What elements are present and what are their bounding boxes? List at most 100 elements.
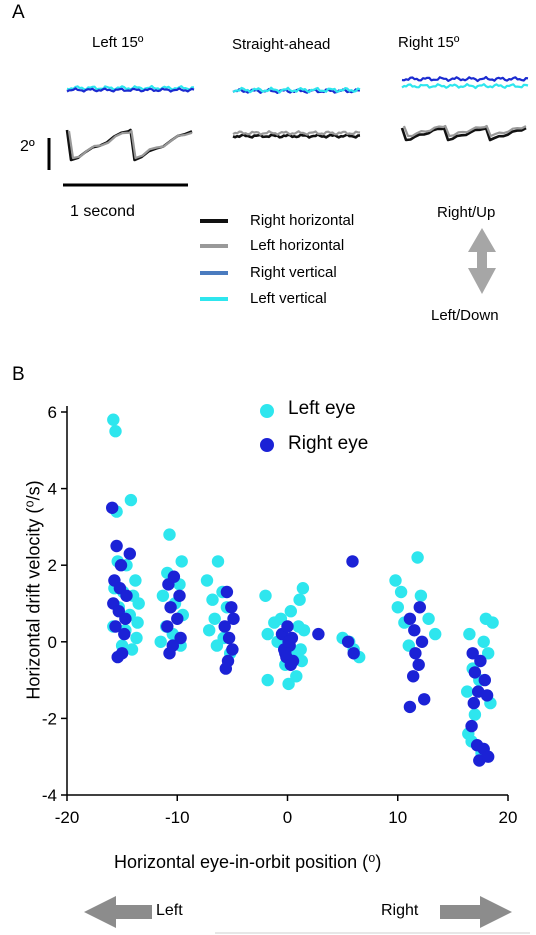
point-left-eye bbox=[429, 627, 442, 641]
point-right-eye bbox=[418, 693, 431, 706]
trace-left-horizontal-left15 bbox=[67, 129, 193, 160]
point-right-eye bbox=[106, 501, 119, 514]
right-arrow-icon bbox=[440, 896, 512, 928]
point-right-eye bbox=[163, 647, 176, 660]
point-right-eye bbox=[281, 620, 294, 633]
point-left-eye bbox=[125, 643, 139, 656]
point-left-eye bbox=[154, 635, 167, 648]
point-left-eye bbox=[130, 631, 143, 645]
point-left-eye bbox=[210, 639, 224, 652]
point-left-eye bbox=[394, 585, 408, 599]
point-right-eye bbox=[282, 635, 295, 648]
point-left-eye bbox=[131, 616, 144, 629]
legend-label-left-horizontal: Left horizontal bbox=[250, 237, 345, 254]
point-right-eye bbox=[123, 547, 136, 560]
point-left-eye bbox=[293, 593, 306, 606]
point-right-eye bbox=[409, 647, 422, 660]
point-left-eye bbox=[461, 685, 474, 698]
degree-scale-label: 2º bbox=[20, 138, 35, 155]
point-right-eye bbox=[111, 650, 124, 664]
point-left-eye bbox=[290, 670, 303, 683]
point-left-eye bbox=[200, 574, 214, 587]
trace-title-right: Right 15º bbox=[398, 34, 460, 51]
y-tick-label: 2 bbox=[48, 556, 57, 575]
point-left-eye bbox=[463, 627, 476, 641]
right-arrow-label: Right bbox=[381, 902, 419, 919]
point-left-eye bbox=[482, 647, 495, 660]
point-left-eye bbox=[297, 624, 311, 637]
x-tick-label: 20 bbox=[499, 808, 518, 827]
point-left-eye bbox=[203, 624, 216, 637]
point-right-eye bbox=[474, 654, 487, 668]
legend-marker-left-eye bbox=[260, 404, 274, 418]
legend-label-right-vertical: Right vertical bbox=[250, 264, 337, 281]
y-tick-label: -2 bbox=[42, 709, 57, 728]
point-left-eye bbox=[175, 555, 188, 568]
point-right-eye bbox=[164, 601, 177, 614]
point-right-eye bbox=[171, 612, 184, 625]
trace-title-center: Straight-ahead bbox=[232, 36, 331, 53]
y-tick-label: 4 bbox=[48, 480, 57, 499]
x-tick-label: -20 bbox=[55, 808, 80, 827]
trace-left-horizontal-straight bbox=[232, 130, 361, 136]
point-left-eye bbox=[261, 627, 274, 641]
trace-title-left: Left 15º bbox=[92, 34, 144, 51]
point-right-eye bbox=[219, 662, 232, 675]
trace-left-horizontal-right15 bbox=[402, 124, 527, 138]
point-right-eye bbox=[412, 658, 425, 671]
eye-traces bbox=[65, 75, 529, 162]
point-right-eye bbox=[119, 612, 132, 625]
trace-left-vertical-straight bbox=[232, 86, 361, 94]
chart-legend bbox=[260, 404, 274, 452]
point-left-eye bbox=[477, 635, 490, 648]
point-left-eye bbox=[124, 493, 138, 507]
point-right-eye bbox=[465, 719, 478, 733]
point-right-eye bbox=[347, 647, 360, 660]
legend-label-left-eye: Left eye bbox=[288, 398, 356, 419]
point-right-eye bbox=[408, 624, 421, 637]
x-axis-title: Horizontal eye-in-orbit position (⁰) bbox=[114, 852, 382, 872]
point-right-eye bbox=[468, 666, 482, 679]
point-right-eye bbox=[413, 601, 426, 614]
point-right-eye bbox=[480, 689, 494, 702]
point-right-eye bbox=[467, 696, 480, 710]
y-tick-label: 6 bbox=[48, 403, 57, 422]
direction-down-label: Left/Down bbox=[431, 307, 499, 324]
point-left-eye bbox=[294, 643, 307, 656]
left-arrow-label: Left bbox=[156, 902, 183, 919]
point-left-eye bbox=[296, 582, 310, 595]
trace-right-vertical-left15 bbox=[66, 87, 195, 93]
point-right-eye bbox=[173, 589, 186, 602]
direction-double-arrow bbox=[468, 228, 496, 294]
point-left-eye bbox=[208, 612, 221, 625]
direction-arrows bbox=[84, 896, 530, 934]
point-left-eye bbox=[261, 673, 274, 687]
direction-up-label: Right/Up bbox=[437, 204, 496, 221]
point-left-eye bbox=[211, 555, 225, 568]
point-right-eye bbox=[346, 555, 359, 568]
legend-marker-right-eye bbox=[260, 438, 274, 452]
x-tick-label: 10 bbox=[388, 808, 407, 827]
point-right-eye bbox=[478, 673, 491, 687]
point-right-eye bbox=[220, 585, 234, 599]
panel-a-letter: A bbox=[12, 2, 25, 23]
trace-left-vertical-right15 bbox=[401, 82, 529, 90]
y-tick-label: -4 bbox=[42, 786, 57, 805]
point-left-eye bbox=[129, 574, 142, 587]
point-left-eye bbox=[107, 413, 120, 426]
point-right-eye bbox=[312, 627, 325, 641]
point-left-eye bbox=[391, 601, 404, 614]
point-right-eye bbox=[118, 627, 131, 641]
point-right-eye bbox=[114, 559, 128, 572]
point-right-eye bbox=[403, 612, 417, 625]
point-right-eye bbox=[466, 647, 479, 660]
point-right-eye bbox=[403, 700, 417, 714]
point-left-eye bbox=[389, 574, 402, 587]
panel-a-traces bbox=[47, 75, 529, 301]
point-left-eye bbox=[109, 425, 122, 438]
point-left-eye bbox=[295, 654, 308, 668]
point-left-eye bbox=[414, 589, 428, 602]
point-right-eye bbox=[120, 589, 133, 602]
point-left-eye bbox=[206, 593, 219, 606]
